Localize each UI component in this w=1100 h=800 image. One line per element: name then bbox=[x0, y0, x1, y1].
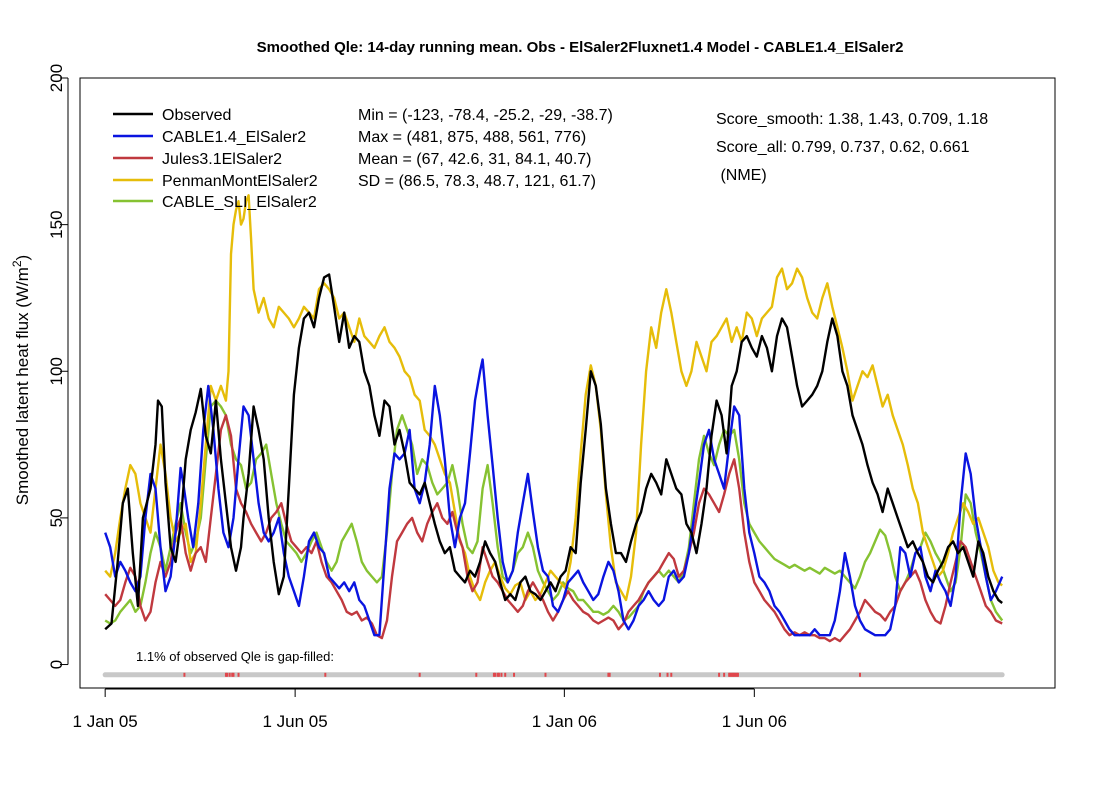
y-tick-label: 0 bbox=[47, 660, 66, 669]
x-tick-label: 1 Jun 05 bbox=[263, 712, 328, 731]
y-axis-label-superscript: 2 bbox=[10, 260, 24, 267]
legend-label-jules: Jules3.1ElSaler2 bbox=[162, 151, 282, 168]
score-smooth: Score_smooth: 1.38, 1.43, 0.709, 1.18 bbox=[716, 111, 988, 128]
x-tick-label: 1 Jan 06 bbox=[532, 712, 597, 731]
stats-min: Min = (-123, -78.4, -25.2, -29, -38.7) bbox=[358, 107, 613, 124]
x-tick-label: 1 Jun 06 bbox=[722, 712, 787, 731]
y-axis-label-close: ) bbox=[13, 255, 32, 261]
series-jules3-1elsaler2 bbox=[104, 414, 1003, 643]
plot-frame bbox=[79, 77, 1056, 689]
x-axis: 1 Jan 05 1 Jun 05 1 Jan 06 1 Jun 06 bbox=[73, 688, 787, 731]
y-tick-label: 100 bbox=[47, 357, 66, 385]
stats-sd: SD = (86.5, 78.3, 48.7, 121, 61.7) bbox=[358, 173, 596, 190]
y-axis-label: Smoothed latent heat flux (W/m2) bbox=[10, 255, 32, 505]
y-tick-label: 150 bbox=[47, 210, 66, 238]
gap-filled-note: 1.1% of observed Qle is gap-filled: bbox=[136, 649, 334, 664]
x-tick-label: 1 Jan 05 bbox=[73, 712, 138, 731]
legend-label-observed: Observed bbox=[162, 107, 231, 124]
series-layer bbox=[104, 194, 1004, 643]
series-observed bbox=[104, 273, 1003, 631]
y-axis: 0 50 100 150 200 bbox=[47, 64, 69, 669]
legend-label-penman: PenmanMontElSaler2 bbox=[162, 173, 318, 190]
y-axis-label-text: Smoothed latent heat flux (W/m bbox=[13, 267, 32, 505]
stats-mean: Mean = (67, 42.6, 31, 84.1, 40.7) bbox=[358, 151, 592, 168]
score-all: Score_all: 0.799, 0.737, 0.62, 0.661 bbox=[716, 139, 970, 156]
scores-block: Score_smooth: 1.38, 1.43, 0.709, 1.18 Sc… bbox=[716, 111, 988, 184]
gap-filled-indicator: 1.1% of observed Qle is gap-filled: bbox=[102, 649, 1005, 678]
score-metric: (NME) bbox=[716, 167, 767, 184]
legend-label-cable: CABLE1.4_ElSaler2 bbox=[162, 129, 306, 146]
legend: Observed CABLE1.4_ElSaler2 Jules3.1ElSal… bbox=[113, 107, 318, 211]
y-tick-label: 50 bbox=[47, 508, 66, 527]
series-penmanmontelsaler2 bbox=[104, 194, 1003, 602]
series-cable1-4-elsaler2 bbox=[104, 358, 1004, 637]
stats-max: Max = (481, 875, 488, 561, 776) bbox=[358, 129, 586, 146]
stats-block: Min = (-123, -78.4, -25.2, -29, -38.7) M… bbox=[358, 107, 613, 190]
legend-label-cable-sli: CABLE_SLI_ElSaler2 bbox=[162, 194, 317, 211]
y-tick-label: 200 bbox=[47, 64, 66, 92]
chart-title: Smoothed Qle: 14-day running mean. Obs -… bbox=[257, 39, 904, 56]
